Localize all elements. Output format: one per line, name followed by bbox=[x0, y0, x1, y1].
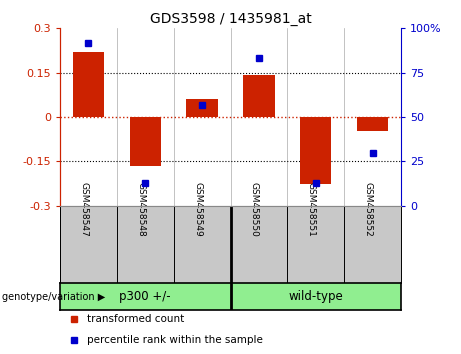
Text: GSM458548: GSM458548 bbox=[136, 182, 145, 237]
Bar bbox=[186, 99, 218, 117]
Text: p300 +/-: p300 +/- bbox=[119, 290, 171, 303]
Bar bbox=[300, 117, 331, 184]
Text: GSM458551: GSM458551 bbox=[307, 182, 316, 237]
Bar bbox=[243, 75, 275, 117]
Bar bbox=[130, 117, 161, 166]
Title: GDS3598 / 1435981_at: GDS3598 / 1435981_at bbox=[150, 12, 311, 26]
Text: percentile rank within the sample: percentile rank within the sample bbox=[87, 336, 263, 346]
Bar bbox=[73, 52, 104, 117]
Text: transformed count: transformed count bbox=[87, 314, 184, 324]
Text: GSM458549: GSM458549 bbox=[193, 182, 202, 237]
Bar bbox=[60, 283, 230, 310]
Text: GSM458547: GSM458547 bbox=[79, 182, 89, 237]
Text: GSM458550: GSM458550 bbox=[250, 182, 259, 237]
Bar bbox=[230, 283, 401, 310]
Text: wild-type: wild-type bbox=[289, 290, 343, 303]
Bar bbox=[357, 117, 388, 131]
Text: genotype/variation ▶: genotype/variation ▶ bbox=[2, 292, 106, 302]
Text: GSM458552: GSM458552 bbox=[364, 182, 372, 237]
